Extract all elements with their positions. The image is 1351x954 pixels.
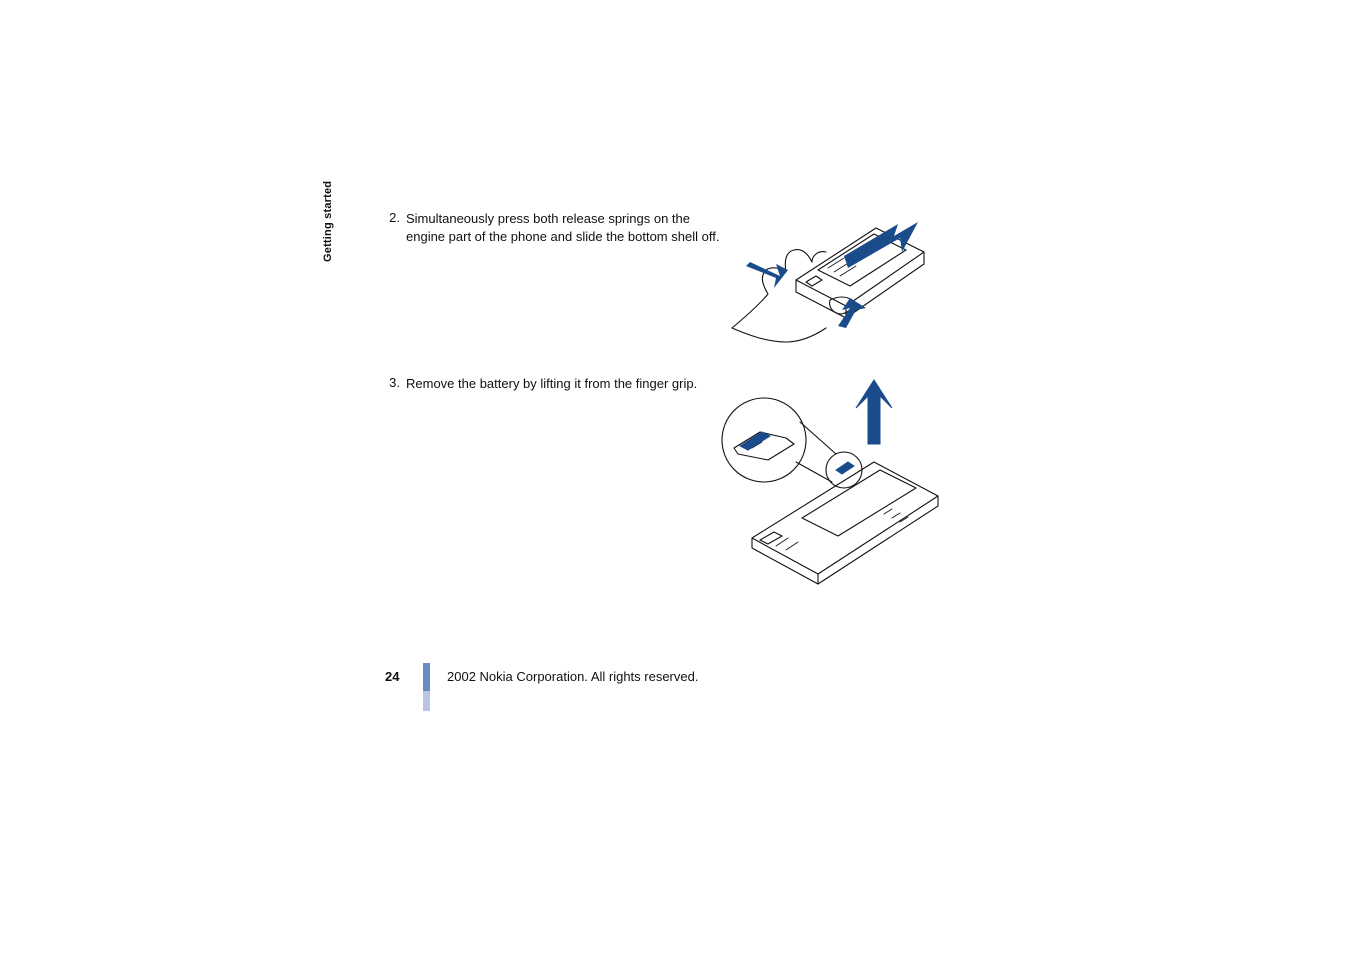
section-side-label: Getting started: [322, 181, 334, 262]
footer-accent-bar-dark: [423, 663, 430, 691]
manual-page: Getting started 2. Simultaneously press …: [330, 210, 940, 710]
step-2-text: Simultaneously press both release spring…: [406, 210, 726, 245]
step-3-number: 3.: [382, 375, 406, 390]
footer-accent-bar-light: [423, 691, 430, 711]
page-footer: 24 2002 Nokia Corporation. All rights re…: [385, 665, 945, 725]
figure-step-2: [726, 210, 936, 360]
copyright-text: 2002 Nokia Corporation. All rights reser…: [447, 669, 698, 684]
step-2-number: 2.: [382, 210, 406, 225]
figure-step-3: [716, 378, 946, 588]
step-3-text: Remove the battery by lifting it from th…: [406, 375, 697, 393]
page-number: 24: [385, 669, 399, 684]
